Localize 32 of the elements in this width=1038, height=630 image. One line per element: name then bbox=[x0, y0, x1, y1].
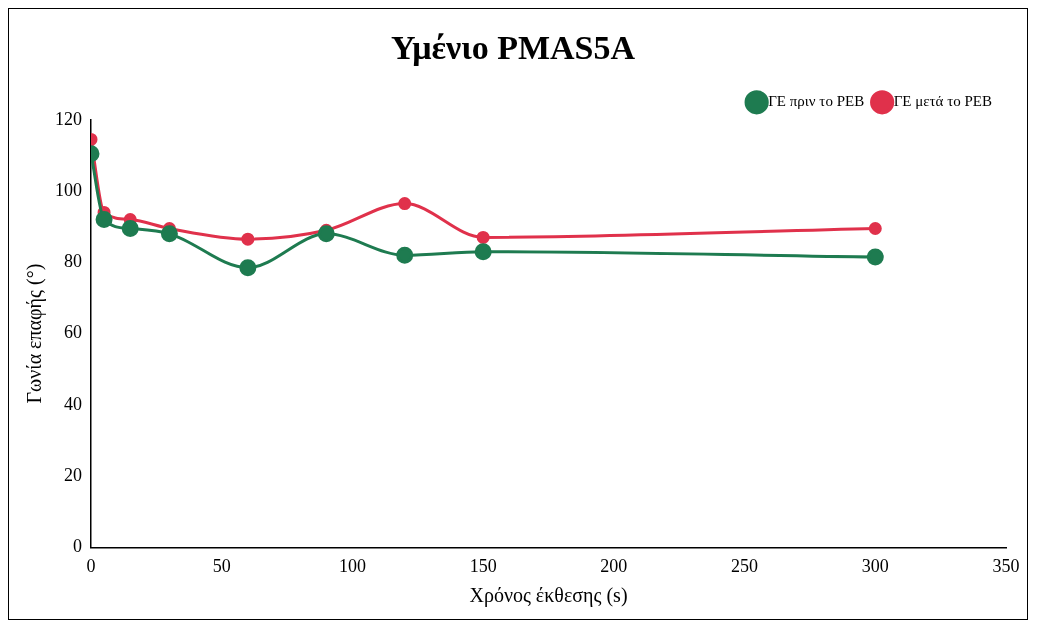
point bbox=[241, 232, 255, 246]
x-tick-label: 350 bbox=[992, 555, 1020, 576]
y-tick-label: 0 bbox=[73, 536, 82, 557]
y-tick-label: 60 bbox=[64, 322, 82, 343]
point bbox=[476, 230, 490, 244]
point bbox=[866, 248, 884, 266]
point bbox=[160, 225, 178, 243]
point bbox=[317, 225, 335, 243]
chart-title: Υμένιο PMAS5A bbox=[390, 29, 636, 67]
y-tick-label: 100 bbox=[55, 179, 82, 200]
point bbox=[95, 211, 113, 229]
x-tick-label: 50 bbox=[212, 555, 231, 576]
point bbox=[398, 197, 412, 211]
y-tick-label: 20 bbox=[64, 464, 82, 485]
x-tick-label: 0 bbox=[86, 555, 96, 576]
legend-label: ΓΕ πριν το PEB bbox=[768, 93, 865, 110]
point bbox=[121, 219, 139, 237]
point bbox=[868, 221, 882, 235]
point bbox=[474, 243, 492, 261]
x-tick-label: 250 bbox=[731, 555, 759, 576]
x-tick-label: 300 bbox=[861, 555, 889, 576]
y-tick-label: 80 bbox=[64, 251, 82, 272]
x-axis-title: Χρόνος έκθεσης (s) bbox=[469, 584, 628, 608]
x-tick-label: 100 bbox=[338, 555, 366, 576]
y-axis-title: Γωνία επαφής (°) bbox=[23, 263, 47, 404]
y-tick-label: 40 bbox=[64, 393, 82, 414]
legend-label: ΓΕ μετά το PEB bbox=[893, 93, 993, 110]
point bbox=[239, 259, 257, 277]
x-tick-label: 150 bbox=[469, 555, 497, 576]
x-tick-label: 200 bbox=[600, 555, 628, 576]
point bbox=[396, 246, 414, 264]
y-tick-label: 120 bbox=[55, 108, 82, 129]
